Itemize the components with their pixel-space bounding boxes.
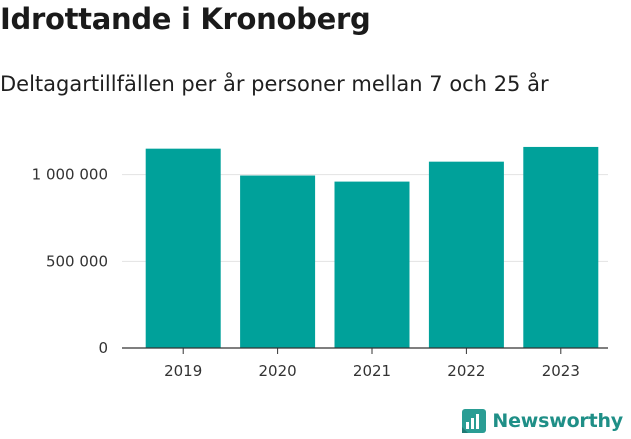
bar-2019 (145, 148, 221, 348)
y-tick-label: 500 000 (46, 252, 108, 270)
x-axis-ticks: 2019 2020 2021 2022 2023 (164, 348, 580, 380)
brand-name: Newsworthy (492, 410, 623, 432)
y-tick-label: 0 (98, 339, 108, 357)
bar-2022 (428, 161, 504, 348)
brand-logo: Newsworthy (462, 409, 623, 433)
y-tick-label: 1 000 000 (32, 166, 108, 184)
x-tick-label: 2023 (542, 362, 580, 380)
x-tick-label: 2019 (164, 362, 202, 380)
bar-chart-logo-icon (462, 409, 487, 433)
bar-2023 (523, 146, 599, 348)
bar-2020 (240, 175, 316, 348)
x-tick-label: 2020 (259, 362, 297, 380)
x-tick-label: 2022 (447, 362, 485, 380)
y-axis-ticks: 0 500 000 1 000 000 (32, 166, 108, 357)
chart-title: Idrottande i Kronoberg (0, 2, 371, 36)
chart-subtitle: Deltagartillfällen per år personer mella… (0, 72, 549, 96)
bar-2021 (334, 181, 410, 348)
x-tick-label: 2021 (353, 362, 391, 380)
bars (145, 146, 599, 348)
